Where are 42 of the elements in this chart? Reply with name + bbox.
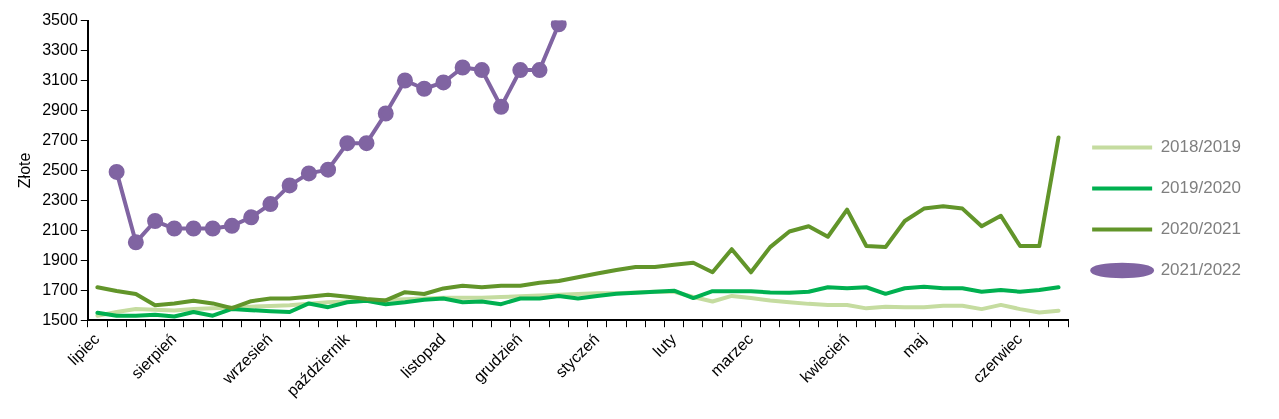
point [396,72,413,89]
y-tick-label: 2500 [42,160,78,178]
point [358,135,375,152]
x-tick-label: maj [898,330,930,361]
point [166,220,183,237]
point [339,135,356,152]
point [262,196,279,213]
y-axis-title: Złote [16,152,34,189]
y-tick-label: 3100 [42,70,78,88]
legend-label: 2018/2019 [1160,137,1242,157]
point [435,74,452,91]
point [127,234,144,251]
legend-label: 2021/2022 [1160,260,1242,280]
point [185,220,202,237]
point [243,209,260,226]
point [473,62,490,79]
y-tick-label: 2900 [42,100,78,118]
y-tick-label: 1500 [42,310,78,328]
point [300,165,317,182]
point [108,163,125,180]
point [204,220,221,237]
point [223,217,240,234]
y-tick-label: 3300 [42,40,78,58]
legend-label: 2020/2021 [1160,219,1242,239]
y-tick-label: 3500 [42,11,78,29]
point [550,20,567,33]
point [493,98,510,115]
point [147,213,164,230]
x-tick-label: luty [649,330,680,360]
point [531,62,548,79]
y-tick-label: 2100 [42,220,78,238]
point [320,161,337,178]
y-tick-label: 1700 [42,280,78,298]
point [377,105,394,122]
point [512,62,529,79]
point [281,177,298,194]
legend-label: 2019/2020 [1160,178,1242,198]
y-tick-label: 2300 [42,190,78,208]
point [416,80,433,97]
point [454,59,471,76]
y-tick-label: 2700 [42,130,78,148]
y-tick-label: 1900 [42,250,78,268]
